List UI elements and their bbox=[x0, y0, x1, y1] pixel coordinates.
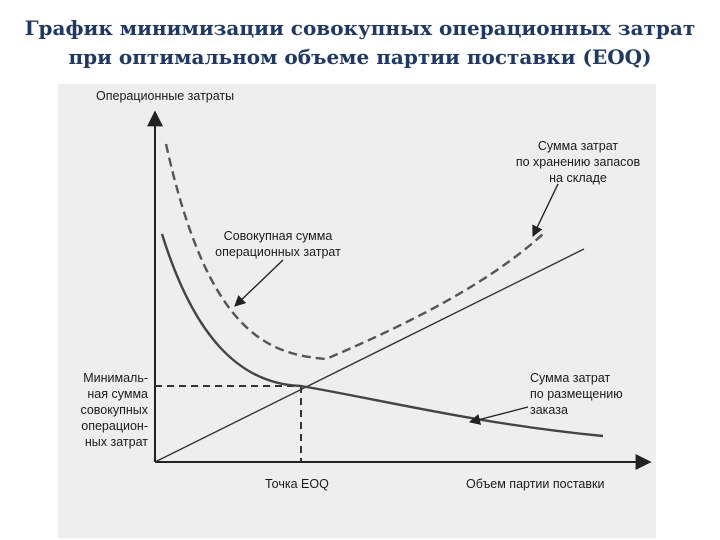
ordering-cost-pointer bbox=[468, 406, 529, 425]
holding-label-line-2: по хранению запасов bbox=[516, 155, 641, 169]
total-cost-pointer bbox=[234, 259, 284, 307]
holding-label-line-3: на складе bbox=[549, 171, 607, 185]
min-cost-line-1: Минималь- bbox=[83, 371, 148, 385]
y-axis-label: Операционные затраты bbox=[96, 89, 234, 103]
total-cost-series-label: Совокупная сумма операционных затрат bbox=[215, 229, 341, 259]
min-cost-line-4: операцион- bbox=[81, 419, 148, 433]
total-label-line-2: операционных затрат bbox=[215, 245, 341, 259]
title-line-1: График минимизации совокупных операционн… bbox=[24, 16, 696, 40]
min-cost-line-2: ная сумма bbox=[87, 387, 148, 401]
title-line-2: при оптимальном объеме партии поставки (… bbox=[68, 45, 652, 69]
total-label-line-1: Совокупная сумма bbox=[224, 229, 333, 243]
holding-label-line-1: Сумма затрат bbox=[538, 139, 619, 153]
holding-cost-line bbox=[154, 248, 585, 463]
ordering-label-line-2: по размещению bbox=[530, 387, 623, 401]
min-total-cost-label: Минималь- ная сумма совокупных операцион… bbox=[80, 371, 148, 449]
eoq-chart: Операционные затраты Объем партии постав… bbox=[80, 89, 652, 491]
chart-panel: Операционные затраты Объем партии постав… bbox=[58, 84, 656, 538]
eoq-point-label: Точка EOQ bbox=[265, 477, 329, 491]
slide-title: График минимизации совокупных операционн… bbox=[0, 14, 720, 72]
x-axis-label: Объем партии поставки bbox=[466, 477, 604, 491]
min-cost-line-3: совокупных bbox=[80, 403, 148, 417]
min-cost-line-5: ных затрат bbox=[85, 435, 148, 449]
total-cost-curve bbox=[164, 143, 544, 361]
holding-cost-pointer bbox=[532, 183, 559, 238]
ordering-label-line-3: заказа bbox=[530, 403, 568, 417]
ordering-label-line-1: Сумма затрат bbox=[530, 371, 611, 385]
ordering-cost-curve bbox=[160, 233, 604, 438]
ordering-cost-series-label: Сумма затрат по размещению заказа bbox=[530, 371, 623, 417]
holding-cost-series-label: Сумма затрат по хранению запасов на скла… bbox=[516, 139, 641, 185]
